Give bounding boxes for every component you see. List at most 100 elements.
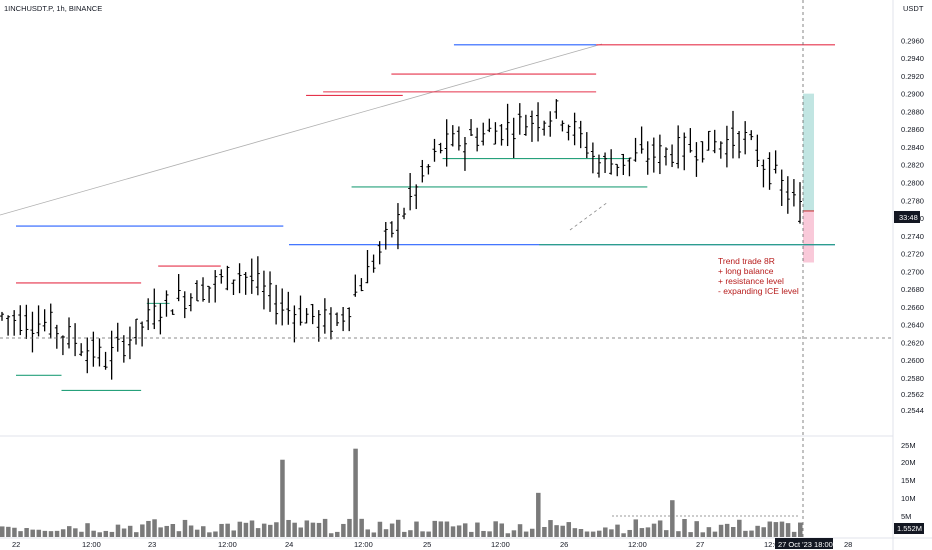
volume-bar	[213, 531, 218, 537]
volume-bar	[511, 530, 517, 537]
volume-bar	[310, 522, 316, 537]
volume-bar	[724, 523, 730, 537]
volume-bar	[566, 522, 572, 537]
volume-bar	[48, 531, 54, 537]
price-tick-label: 0.2960	[901, 36, 924, 45]
volume-bar	[438, 521, 444, 537]
volume-bar	[749, 530, 754, 537]
volume-bar	[140, 524, 145, 537]
volume-bar	[694, 521, 699, 537]
price-tick-label: 0.2940	[901, 54, 924, 63]
time-tick-label: 12:00	[628, 540, 647, 549]
volume-bar	[341, 523, 346, 537]
volume-bar	[73, 528, 78, 537]
price-tick-label: 0.2920	[901, 72, 924, 81]
volume-bar	[426, 531, 431, 537]
volume-bar	[737, 519, 742, 537]
volume-bar	[67, 526, 72, 537]
annotation-line-4: - expanding ICE level	[718, 286, 799, 296]
volume-bar	[712, 531, 718, 537]
volume-bar	[730, 526, 736, 537]
price-tick-label: 0.2640	[901, 321, 924, 330]
volume-badge-text: 1.552M	[897, 524, 922, 533]
time-tick-label: 27	[696, 540, 704, 549]
volume-bar	[779, 521, 785, 537]
volume-bar	[121, 528, 127, 537]
volume-bar	[487, 531, 492, 537]
volume-bar	[456, 525, 462, 537]
volume-tick-label: 5M	[901, 512, 911, 521]
volume-bar	[158, 527, 163, 537]
volume-bar	[371, 532, 377, 537]
volume-bar	[798, 522, 803, 537]
volume-bar	[286, 519, 291, 537]
volume-bar	[79, 531, 84, 537]
price-tick-label: 0.2800	[901, 179, 924, 188]
volume-bar	[450, 526, 456, 537]
volume-bar	[6, 526, 11, 537]
volume-bar	[773, 522, 779, 537]
price-tick-label: 0.2544	[901, 406, 924, 415]
volume-bar	[596, 530, 602, 537]
volume-bar	[578, 529, 584, 537]
time-tick-label: 12:00	[764, 540, 783, 549]
volume-bar	[280, 459, 285, 537]
volume-bar	[529, 528, 535, 537]
volume-bar	[432, 520, 438, 537]
price-tick-label: 0.2680	[901, 285, 924, 294]
volume-bar	[194, 529, 200, 537]
price-badge-text: 33:48	[899, 213, 918, 222]
trade-annotation: Trend trade 8R + long balance + resistan…	[718, 256, 799, 296]
volume-bar	[584, 531, 590, 537]
volume-bar	[292, 522, 297, 537]
volume-bar	[615, 524, 620, 537]
annotation-line-2: + long balance	[718, 266, 774, 276]
volume-bar	[97, 532, 102, 537]
volume-bar	[377, 521, 383, 537]
volume-bar	[12, 527, 17, 537]
price-tick-label: 0.2780	[901, 196, 924, 205]
projection-arrow	[569, 201, 609, 231]
volume-bar	[420, 531, 425, 537]
price-axis: 0.2960 0.2940 0.2920 0.2900 0.2880 0.2860 0.28…	[901, 36, 924, 415]
volume-bar	[572, 528, 578, 537]
volume-bar	[517, 524, 523, 537]
volume-tick-label: 10M	[901, 494, 916, 503]
time-axis: 22 12:00 23 12:00 24 12:00 25 12:00 26 12:00 27 12:…	[12, 540, 852, 549]
volume-bar	[408, 530, 413, 537]
volume-bar	[322, 518, 328, 537]
volume-bar	[18, 531, 23, 537]
volume-bar	[651, 523, 657, 537]
volume-bar	[523, 531, 529, 537]
volume-bar	[274, 522, 279, 537]
volume-bar	[219, 523, 224, 537]
volume-bar	[389, 523, 395, 537]
time-tick-label: 28	[844, 540, 852, 549]
price-tick-label: 0.2740	[901, 232, 924, 241]
volume-bar	[0, 526, 5, 537]
volume-bar	[249, 520, 255, 537]
volume-bar	[493, 521, 498, 537]
volume-bar	[170, 524, 176, 537]
volume-bar	[536, 492, 541, 537]
volume-bar	[316, 522, 322, 537]
volume-bar	[462, 523, 468, 537]
volume-bar	[609, 529, 614, 537]
volume-bar	[36, 529, 42, 537]
volume-bar	[164, 525, 169, 537]
volume-bar	[85, 523, 90, 537]
volume-bar	[657, 520, 663, 537]
volume-bar	[261, 523, 267, 537]
volume-bar	[475, 522, 480, 537]
volume-bar	[24, 528, 29, 537]
volume-bar	[676, 531, 681, 537]
price-tick-label: 0.2580	[901, 374, 924, 383]
volume-bar	[60, 529, 66, 537]
volume-bar	[109, 531, 115, 537]
price-tick-label: 0.2820	[901, 161, 924, 170]
volume-bar	[298, 527, 303, 537]
level-lines	[16, 44, 835, 392]
symbol-label: 1INCHUSDT.P, 1h, BINANCE	[4, 4, 102, 13]
volume-bar	[767, 521, 773, 537]
